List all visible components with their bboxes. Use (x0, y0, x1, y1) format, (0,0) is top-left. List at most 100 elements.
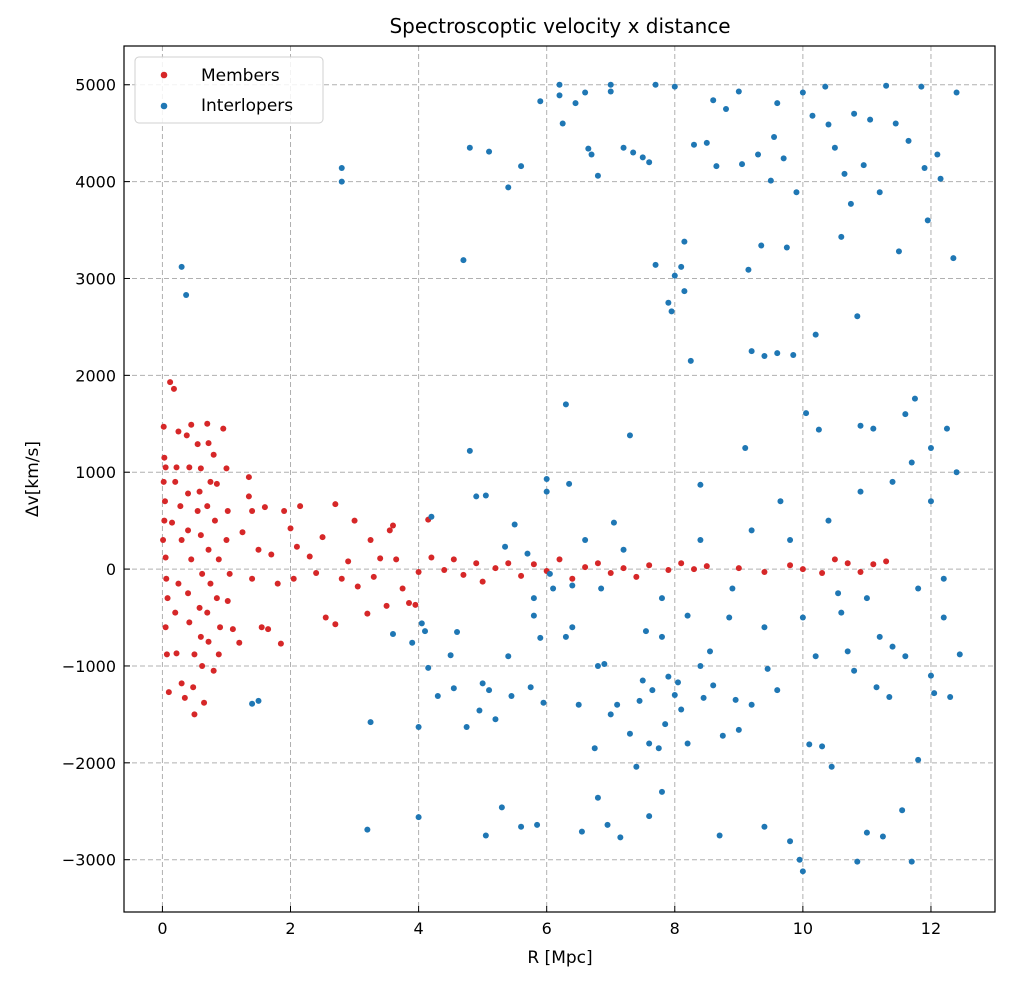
member-point (196, 488, 203, 495)
interloper-point (735, 726, 742, 733)
interloper-point (649, 687, 656, 694)
legend-label-members: Members (201, 66, 280, 86)
member-point (870, 561, 877, 568)
interloper-point (479, 680, 486, 687)
interloper-point (630, 149, 637, 156)
interloper-point (716, 832, 723, 839)
interloper-point (646, 813, 653, 820)
interloper-point (732, 696, 739, 703)
member-point (181, 694, 188, 701)
interloper-point (777, 498, 784, 505)
interloper-point (918, 83, 925, 90)
member-point (582, 564, 589, 571)
legend-box (134, 56, 324, 124)
member-point (186, 619, 193, 626)
interloper-point (566, 480, 573, 487)
interloper-point (879, 833, 886, 840)
interloper-point (806, 741, 813, 748)
interloper-point (860, 162, 867, 169)
interloper-point (911, 395, 918, 402)
interloper-point (886, 693, 893, 700)
interloper-point (524, 550, 531, 557)
interloper-point (883, 82, 890, 89)
member-point (690, 566, 697, 573)
member-point (236, 639, 243, 646)
interloper-point (761, 823, 768, 830)
interloper-point (892, 120, 899, 127)
data-points (160, 81, 963, 875)
interloper-point (447, 652, 454, 659)
interloper-point (931, 690, 938, 697)
member-point (194, 441, 201, 448)
member-point (213, 595, 220, 602)
member-point (161, 454, 168, 461)
member-point (620, 565, 627, 572)
interloper-point (876, 633, 883, 640)
interloper-point (537, 98, 544, 105)
interloper-point (668, 308, 675, 315)
member-point (607, 569, 614, 576)
interloper-point (844, 648, 851, 655)
member-point (204, 420, 211, 427)
interloper-point (540, 699, 547, 706)
member-point (255, 546, 262, 553)
interloper-point (710, 682, 717, 689)
member-point (383, 602, 390, 609)
interloper-point (684, 740, 691, 747)
member-point (831, 556, 838, 563)
member-point (518, 572, 525, 579)
interloper-point (508, 692, 515, 699)
interloper-point (940, 575, 947, 582)
x-tick-label: 2 (285, 919, 295, 938)
interloper-point (761, 352, 768, 359)
interloper-point (799, 614, 806, 621)
member-point (160, 478, 167, 485)
interloper-point (697, 481, 704, 488)
member-point (205, 440, 212, 447)
interloper-point (610, 519, 617, 526)
interloper-point (466, 144, 473, 151)
member-point (226, 570, 233, 577)
interloper-point (598, 585, 605, 592)
interloper-point (550, 585, 557, 592)
member-point (161, 517, 168, 524)
interloper-point (838, 233, 845, 240)
member-point (175, 580, 182, 587)
member-point (313, 569, 320, 576)
member-point (268, 551, 275, 558)
interloper-point (735, 88, 742, 95)
member-point (229, 626, 236, 633)
interloper-point (825, 517, 832, 524)
member-point (207, 478, 214, 485)
member-point (196, 604, 203, 611)
member-point (354, 583, 361, 590)
interloper-point (787, 537, 794, 544)
interloper-point (671, 692, 678, 699)
interloper-point (607, 81, 614, 88)
interloper-point (889, 478, 896, 485)
interloper-point (719, 732, 726, 739)
interloper-point (902, 411, 909, 418)
interloper-point (774, 687, 781, 694)
interloper-point (582, 537, 589, 544)
interloper-point (812, 331, 819, 338)
y-axis-label: Δv[km/s] (23, 441, 43, 517)
member-point (239, 529, 246, 536)
member-point (844, 560, 851, 567)
interloper-point (505, 184, 512, 191)
interloper-point (582, 89, 589, 96)
interloper-point (607, 711, 614, 718)
interloper-point (454, 629, 461, 636)
interloper-point (739, 161, 746, 168)
interloper-point (652, 261, 659, 268)
member-point (646, 562, 653, 569)
interloper-point (473, 493, 480, 500)
interloper-point (527, 684, 534, 691)
interloper-point (835, 590, 842, 597)
member-point (290, 575, 297, 582)
member-point (364, 610, 371, 617)
member-point (173, 464, 180, 471)
interloper-point (502, 543, 509, 550)
member-point (265, 626, 272, 633)
